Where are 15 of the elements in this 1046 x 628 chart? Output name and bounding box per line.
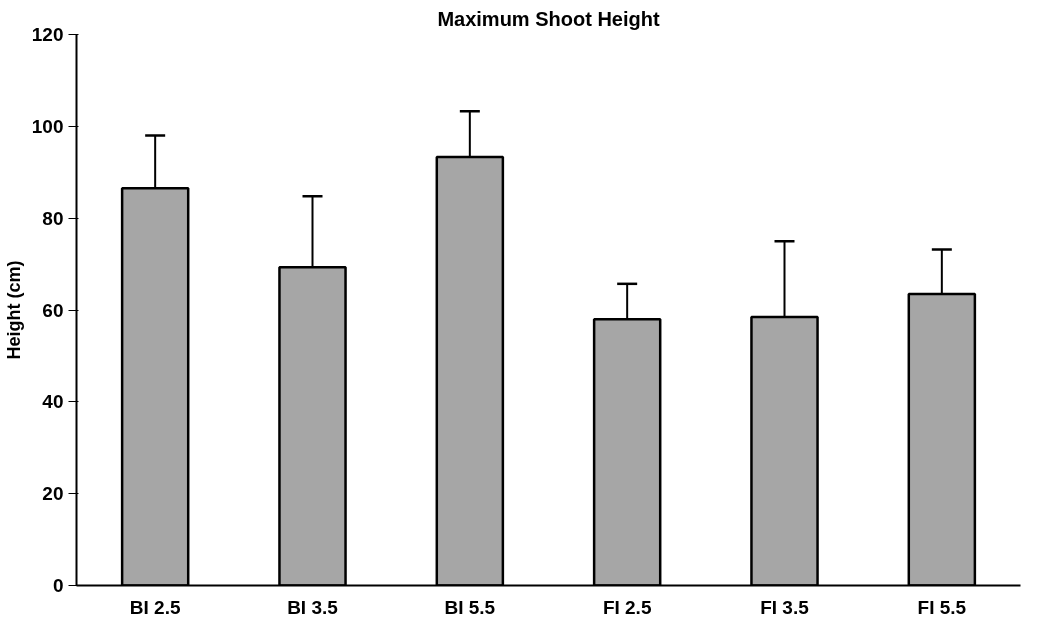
y-tick-label: 100 (31, 115, 64, 137)
y-tick-label: 0 (52, 575, 64, 596)
x-tick-label: BI 5.5 (444, 596, 496, 618)
y-tick-label: 40 (42, 391, 64, 413)
y-tick-label: 60 (42, 299, 64, 321)
y-tick-label: 120 (31, 24, 64, 45)
x-tick-label: FI 3.5 (760, 596, 810, 618)
x-tick-label: FI 5.5 (917, 596, 967, 618)
y-axis-title: Height (cm) (3, 260, 24, 360)
chart-title: Maximum Shoot Height (437, 7, 660, 30)
y-tick-label: 20 (42, 483, 64, 505)
x-tick-label: FI 2.5 (602, 596, 652, 618)
x-tick-label: BI 3.5 (287, 596, 339, 618)
x-tick-label: BI 2.5 (129, 596, 181, 618)
y-tick-label: 80 (42, 207, 64, 229)
